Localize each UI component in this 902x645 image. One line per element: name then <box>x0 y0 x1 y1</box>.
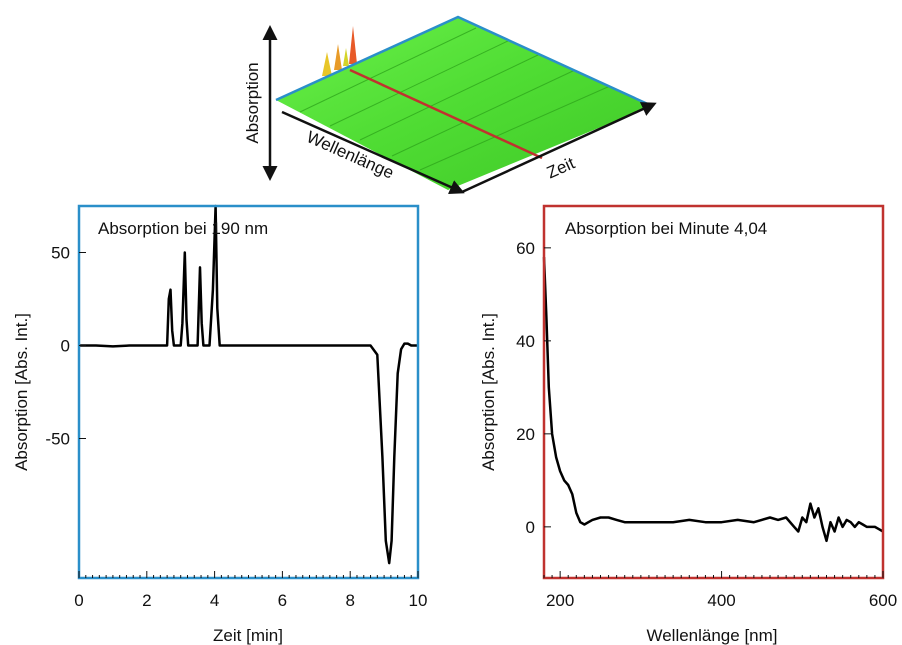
chromatogram-x-tick-label: 0 <box>74 591 83 610</box>
spectrum-title: Absorption bei Minute 4,04 <box>565 219 767 238</box>
chromatogram-trace <box>79 204 418 565</box>
chromatogram-y-tick-label: -50 <box>45 430 70 449</box>
chromatogram-frame <box>77 204 420 580</box>
chromatogram-x-tick-label: 10 <box>409 591 428 610</box>
spectrum-chart: Absorption bei Minute 4,04 Wellenlänge [… <box>479 204 897 645</box>
spectrum-y-tick-label: 60 <box>516 239 535 258</box>
spectrum-y-tick-label: 40 <box>516 332 535 351</box>
spectrum-trace <box>542 257 884 543</box>
spectrum-x-tick-label: 200 <box>546 591 574 610</box>
chromatogram-y-tick-label: 50 <box>51 244 70 263</box>
chromatogram-plot-area <box>77 204 420 580</box>
surface-edge <box>275 15 653 108</box>
spectrum-y-tick-label: 20 <box>516 425 535 444</box>
chromatogram-y-tick-label: 0 <box>61 337 70 356</box>
chromatogram-title: Absorption bei 190 nm <box>98 219 268 238</box>
spectrum-x-axis-label: Wellenlänge [nm] <box>646 626 777 645</box>
chromatogram-x-tick-label: 4 <box>210 591 219 610</box>
surface-peaks <box>322 26 357 76</box>
time-axis-arrow <box>461 102 657 194</box>
chromatogram-x-axis-label: Zeit [min] <box>213 626 283 645</box>
chromatogram-x-tick-label: 2 <box>142 591 151 610</box>
chromatogram-x-tick-label: 8 <box>345 591 354 610</box>
spectrum-y-axis-label: Absorption [Abs. Int.] <box>479 313 498 471</box>
surface-label-time: Zeit <box>544 153 578 182</box>
spectrum-plot-area <box>542 204 885 580</box>
chromatogram-x-tick-label: 6 <box>278 591 287 610</box>
surface-label-absorption: Absorption <box>243 62 262 143</box>
surface-ridges <box>299 27 611 171</box>
time-cut-line <box>349 68 543 160</box>
chromatogram-y-axis-label: Absorption [Abs. Int.] <box>12 313 31 471</box>
surface-plane <box>276 17 652 190</box>
chromatogram-chart: Absorption bei 190 nm Zeit [min] Absorpt… <box>12 204 428 645</box>
spectrum-x-tick-label: 600 <box>869 591 897 610</box>
spectrum-x-tick-label: 400 <box>707 591 735 610</box>
wavelength-axis-arrow <box>281 110 465 194</box>
surface-3d: Absorption Wellenlänge Zeit <box>243 15 657 194</box>
spectrum-y-tick-label: 0 <box>526 518 535 537</box>
